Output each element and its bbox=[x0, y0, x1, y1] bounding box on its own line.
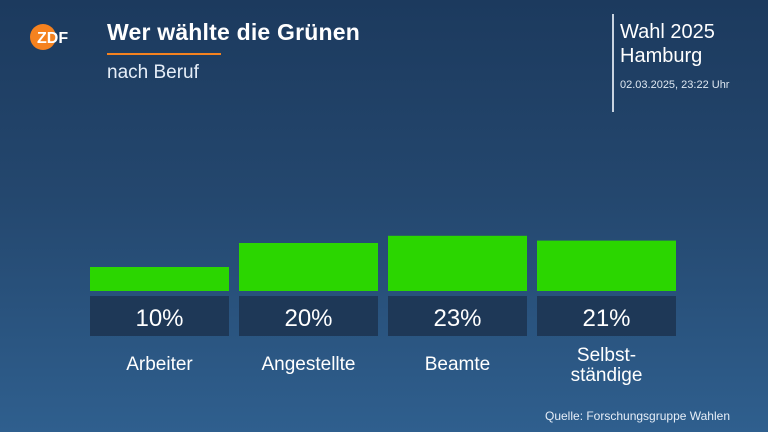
election-region: Hamburg bbox=[620, 45, 703, 67]
bar-0 bbox=[90, 267, 229, 291]
election-title: Wahl 2025 bbox=[620, 21, 715, 43]
bar-3 bbox=[537, 240, 676, 291]
category-label-3: Selbst-ständige bbox=[571, 345, 643, 386]
zdf-logo: ZDF bbox=[30, 24, 68, 50]
value-label-2: 23% bbox=[433, 305, 481, 332]
value-box-1 bbox=[239, 296, 378, 336]
value-box-3 bbox=[537, 296, 676, 336]
title-underline bbox=[107, 53, 221, 55]
category-label-1: Angestellte bbox=[261, 354, 355, 375]
category-label-2: Beamte bbox=[425, 354, 490, 375]
bar-1 bbox=[239, 243, 378, 291]
chart-subtitle: nach Beruf bbox=[107, 62, 199, 83]
zdf-logo-circle bbox=[30, 24, 56, 50]
bar-chart: 10% Arbeiter 20% Angestellte 23% Beamte 21% Sel… bbox=[90, 235, 676, 386]
chart-title: Wer wählte die Grünen bbox=[107, 19, 360, 45]
value-label-3: 21% bbox=[582, 305, 630, 332]
value-box-2 bbox=[388, 296, 527, 336]
value-box-0 bbox=[90, 296, 229, 336]
value-label-1: 20% bbox=[284, 305, 332, 332]
timestamp: 02.03.2025, 23:22 Uhr bbox=[620, 79, 730, 91]
value-label-0: 10% bbox=[135, 305, 183, 332]
category-label-0: Arbeiter bbox=[126, 354, 193, 375]
zdf-logo-text: ZDF bbox=[37, 30, 68, 47]
source-note: Quelle: Forschungsgruppe Wahlen bbox=[545, 409, 730, 423]
election-info: Wahl 2025 Hamburg bbox=[620, 20, 715, 68]
bar-2 bbox=[388, 235, 527, 291]
header-divider bbox=[612, 14, 614, 112]
